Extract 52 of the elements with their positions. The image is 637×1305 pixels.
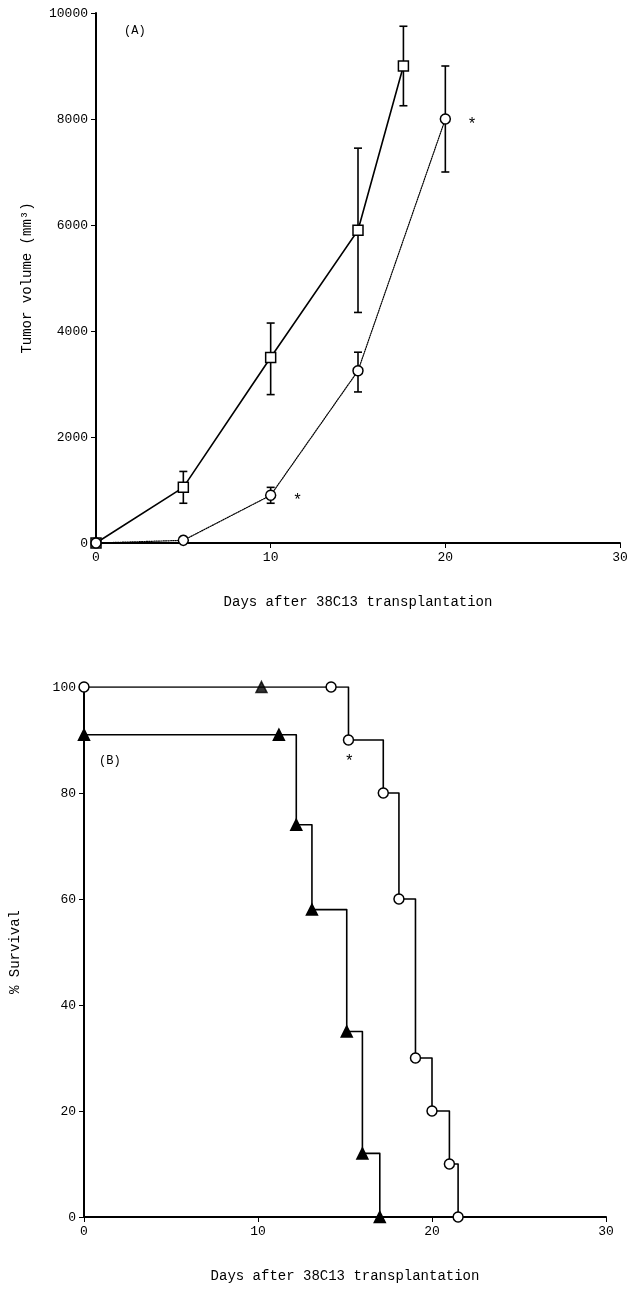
y-tick-label: 8000 — [56, 111, 88, 127]
x-axis-title: Days after 38C13 transplantation — [210, 1268, 480, 1284]
point — [377, 787, 390, 799]
annotation: (A) — [124, 24, 146, 38]
point — [77, 728, 91, 741]
x-axis-title: Days after 38C13 transplantation — [223, 594, 493, 610]
point — [373, 1210, 387, 1224]
y-tick-label: 100 — [52, 679, 76, 695]
point — [342, 734, 355, 746]
x-tick-label: 30 — [612, 550, 628, 565]
point — [409, 1052, 422, 1064]
point — [356, 1147, 369, 1160]
y-tick-label: 20 — [60, 1103, 76, 1119]
point — [272, 728, 286, 741]
point — [177, 534, 190, 547]
y-tick-label: 4000 — [56, 323, 88, 339]
annotation: * — [292, 492, 303, 511]
annotation: (B) — [99, 754, 121, 768]
y-tick-label: 60 — [60, 891, 76, 907]
y-tick-label: 2000 — [56, 429, 88, 445]
annotation: * — [344, 753, 355, 771]
point — [255, 680, 268, 694]
y-tick-label: 40 — [60, 997, 76, 1013]
y-axis-title: % Survival — [7, 909, 23, 995]
x-tick-label: 0 — [92, 550, 100, 565]
point — [78, 681, 90, 693]
point — [264, 351, 277, 364]
point — [393, 893, 405, 905]
x-tick-label: 20 — [437, 550, 454, 565]
x-tick-label: 30 — [598, 1224, 614, 1239]
point — [452, 1211, 464, 1223]
y-tick-label: 0 — [80, 535, 88, 551]
point — [177, 481, 190, 494]
y-tick-label: 10000 — [48, 5, 88, 21]
x-tick-label: 10 — [250, 1224, 266, 1239]
annotation: * — [467, 116, 477, 134]
x-tick-label: 20 — [424, 1224, 440, 1239]
point — [352, 365, 364, 377]
point — [443, 1158, 456, 1170]
y-tick-label: 80 — [60, 785, 76, 801]
point — [397, 60, 410, 72]
point — [340, 1025, 353, 1038]
x-tick-label: 10 — [262, 550, 279, 565]
point — [305, 903, 319, 916]
y-axis-title: Tumor volume (mm³) — [19, 202, 35, 354]
point — [352, 224, 364, 237]
y-tick-label: 0 — [68, 1209, 76, 1225]
y-tick-label: 6000 — [56, 217, 88, 233]
point — [290, 818, 303, 832]
point — [325, 681, 337, 693]
point — [426, 1105, 438, 1117]
point — [439, 113, 452, 125]
